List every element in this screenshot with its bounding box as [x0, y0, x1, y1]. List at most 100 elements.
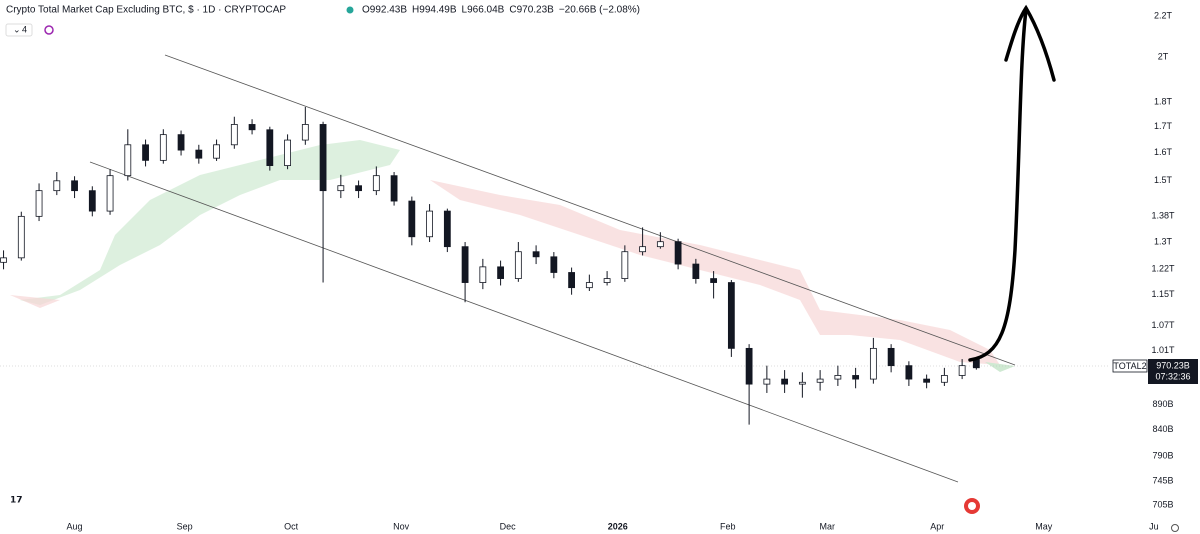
indicator-count: 4 [22, 24, 27, 34]
y-tick-label: 1.6T [1154, 147, 1173, 157]
status-dot [346, 6, 354, 14]
x-tick-label: May [1035, 521, 1053, 531]
candle-body [390, 175, 398, 202]
symbol-tag-box [1112, 359, 1148, 373]
candle-body [869, 347, 877, 380]
candle-body [621, 251, 629, 279]
candle-body [710, 278, 718, 283]
legend-value: L966.04B [462, 5, 505, 16]
candle-body [337, 185, 345, 192]
cloud-bear-left [10, 295, 60, 308]
candle-body [497, 266, 504, 279]
x-tick-label: Ju [1149, 521, 1159, 531]
candle-body [603, 278, 611, 283]
x-tick-label: Feb [720, 521, 736, 531]
header-bg [0, 0, 700, 36]
y-tick-label: 705B [1152, 499, 1173, 509]
cloud-bull [20, 140, 400, 305]
candle-body [319, 124, 327, 192]
candle-body [213, 144, 220, 159]
candle-body [816, 378, 824, 383]
cloud-bull-end [985, 362, 1015, 372]
countdown: 07:32:36 [1155, 371, 1190, 381]
y-tick-label: 790B [1152, 450, 1173, 460]
candle-body [71, 180, 78, 192]
candle-body [639, 246, 647, 253]
y-tick-label: 1.07T [1151, 320, 1175, 330]
channel-lower [89, 161, 959, 483]
candle-body [177, 134, 185, 151]
x-tick-label: Aug [67, 521, 83, 531]
candle-body [887, 347, 895, 367]
y-tick-label: 890B [1152, 399, 1173, 409]
y-tick-label: 1.01T [1151, 345, 1175, 355]
candle-body [230, 124, 238, 146]
candle-body [159, 134, 167, 161]
candle-body [88, 190, 96, 212]
cloud-bear [430, 180, 1000, 365]
candle-body [142, 144, 149, 161]
price-tag-box [1148, 359, 1198, 384]
candle-body [124, 144, 132, 177]
legend: O992.43B H994.49B L966.04B C970.23B −20.66B … [362, 5, 640, 16]
candle-body [426, 210, 433, 238]
y-tick-label: 840B [1152, 424, 1173, 434]
candle-body [781, 378, 789, 385]
tv-logo: 𝟭𝟳 [10, 494, 23, 504]
candle-body [550, 256, 558, 273]
channel-upper [164, 54, 1016, 366]
candle-body [284, 139, 291, 166]
candle-body [834, 375, 842, 380]
symbol-tag: TOTAL2 [1113, 361, 1146, 371]
candle-body [674, 241, 682, 265]
indicator-icon[interactable] [44, 25, 54, 35]
candle-body [958, 365, 966, 376]
candle-body [798, 381, 806, 385]
indicator-toggle[interactable] [5, 23, 33, 37]
candle-body [372, 175, 380, 192]
legend-value: H994.49B [412, 5, 457, 16]
y-tick-label: 2.2T [1154, 10, 1173, 20]
candle-body [852, 375, 860, 380]
candle-body [195, 149, 203, 159]
y-tick-label: 1.38T [1151, 211, 1175, 221]
legend-value: −20.66B (−2.08%) [559, 5, 640, 16]
arrow-shaft [968, 8, 1028, 362]
candle-body [514, 251, 522, 279]
candle-body [727, 282, 735, 349]
candle-body [35, 190, 43, 217]
chevron: ⌄ [13, 24, 21, 34]
candle-body [585, 282, 593, 289]
x-tick-label: Sep [177, 521, 193, 531]
y-tick-label: 1.5T [1154, 175, 1173, 185]
candle-body [0, 257, 7, 263]
y-tick-label: 1.22T [1151, 264, 1175, 274]
candle-body [408, 200, 416, 238]
candle-body [692, 263, 700, 279]
legend-value: O992.43B [362, 5, 407, 16]
settings-icon[interactable] [1171, 524, 1179, 532]
candle-body [461, 246, 469, 283]
x-tick-label: 2026 [608, 521, 628, 531]
last-price: 970.23B [1156, 360, 1190, 370]
candle-body [106, 175, 114, 212]
candle-body [940, 375, 948, 383]
candle-body [355, 185, 362, 192]
candle-body [248, 124, 256, 131]
chart-title: Crypto Total Market Cap Excluding BTC, $… [6, 5, 286, 16]
flag-icon-inner [968, 502, 976, 510]
candle-body [479, 266, 487, 283]
candle-body [17, 215, 25, 259]
x-tick-label: Oct [284, 521, 299, 531]
candle-body [656, 241, 664, 248]
y-tick-label: 2T [1158, 51, 1169, 61]
y-tick-label: 1.8T [1154, 97, 1173, 107]
arrow-head [1004, 4, 1056, 82]
candle-body [745, 347, 753, 385]
candle-body [301, 124, 309, 141]
x-tick-label: Mar [819, 521, 835, 531]
x-tick-label: Nov [393, 521, 410, 531]
candle-body [532, 251, 540, 258]
